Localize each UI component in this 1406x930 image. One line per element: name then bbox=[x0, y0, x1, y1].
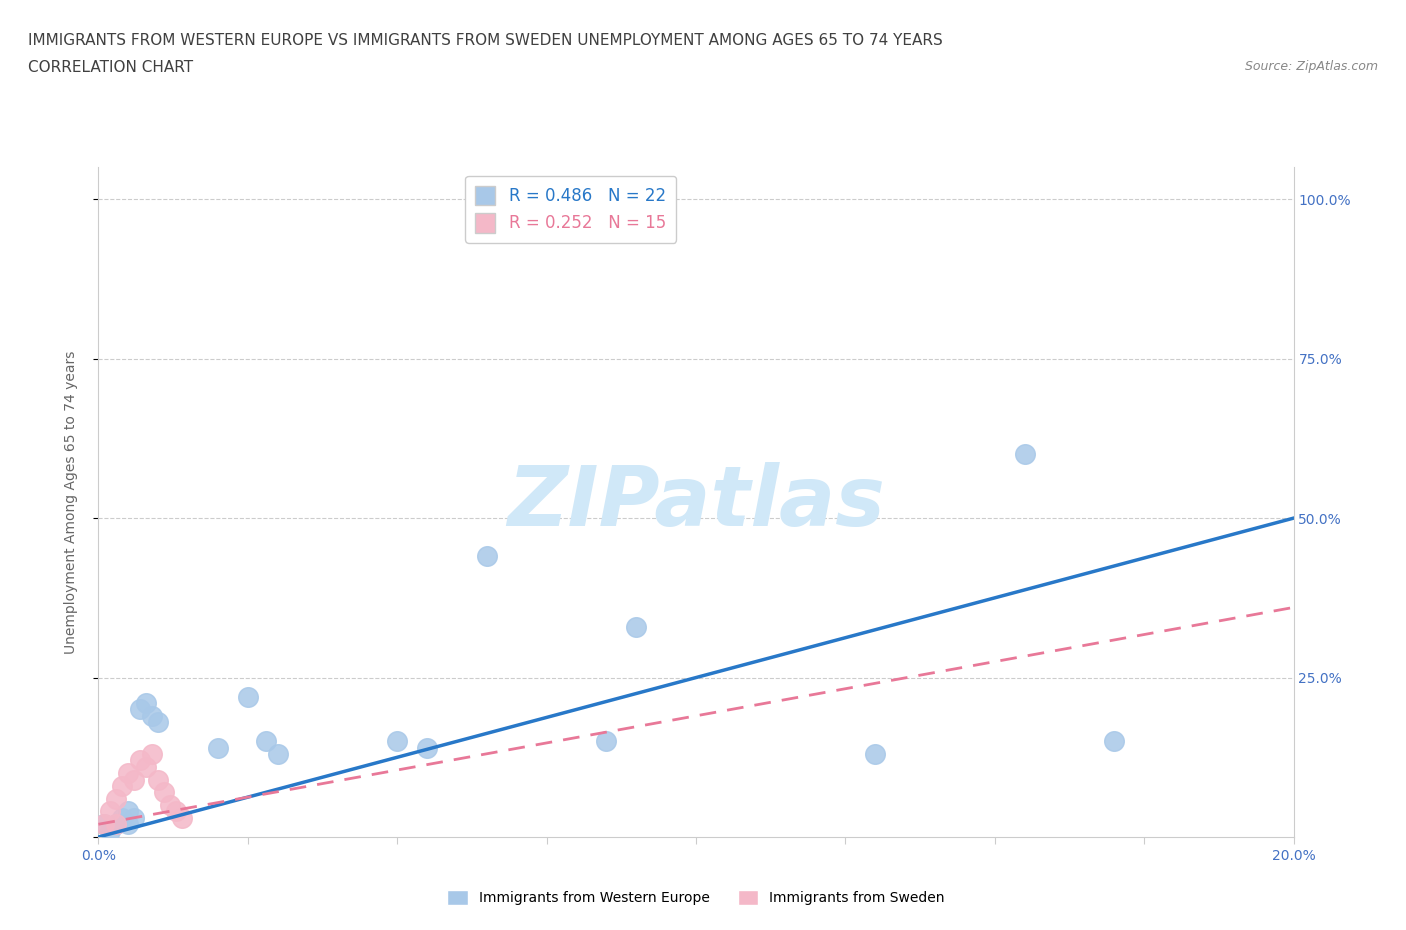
Point bbox=[416, 740, 439, 755]
Point bbox=[475, 549, 498, 564]
Point bbox=[129, 702, 152, 717]
Point bbox=[135, 760, 157, 775]
Legend: Immigrants from Western Europe, Immigrants from Sweden: Immigrants from Western Europe, Immigran… bbox=[441, 884, 950, 910]
Text: Source: ZipAtlas.com: Source: ZipAtlas.com bbox=[1244, 60, 1378, 73]
Y-axis label: Unemployment Among Ages 65 to 74 years: Unemployment Among Ages 65 to 74 years bbox=[63, 351, 77, 654]
Point bbox=[626, 192, 648, 206]
Point bbox=[129, 753, 152, 768]
Text: ZIPatlas: ZIPatlas bbox=[508, 461, 884, 543]
Point bbox=[1014, 447, 1036, 462]
Point bbox=[148, 772, 170, 787]
Point bbox=[595, 734, 617, 749]
Point bbox=[159, 798, 181, 813]
Point bbox=[93, 817, 115, 831]
Point bbox=[117, 804, 139, 819]
Point bbox=[117, 817, 139, 831]
Point bbox=[236, 689, 259, 704]
Point bbox=[267, 747, 290, 762]
Point bbox=[111, 778, 134, 793]
Point bbox=[385, 734, 409, 749]
Point bbox=[865, 747, 887, 762]
Point bbox=[105, 791, 128, 806]
Point bbox=[153, 785, 176, 800]
Point bbox=[172, 810, 194, 825]
Point bbox=[100, 804, 122, 819]
Text: IMMIGRANTS FROM WESTERN EUROPE VS IMMIGRANTS FROM SWEDEN UNEMPLOYMENT AMONG AGES: IMMIGRANTS FROM WESTERN EUROPE VS IMMIGR… bbox=[28, 33, 943, 47]
Point bbox=[165, 804, 187, 819]
Point bbox=[135, 696, 157, 711]
Point bbox=[124, 772, 146, 787]
Point bbox=[141, 709, 163, 724]
Point bbox=[626, 619, 648, 634]
Point bbox=[117, 765, 139, 780]
Point bbox=[141, 747, 163, 762]
Point bbox=[111, 810, 134, 825]
Point bbox=[100, 823, 122, 838]
Point bbox=[254, 734, 277, 749]
Point bbox=[207, 740, 229, 755]
Point bbox=[1104, 734, 1126, 749]
Point bbox=[148, 715, 170, 730]
Point bbox=[105, 817, 128, 831]
Point bbox=[105, 817, 128, 831]
Point bbox=[93, 817, 115, 831]
Text: CORRELATION CHART: CORRELATION CHART bbox=[28, 60, 193, 75]
Point bbox=[124, 810, 146, 825]
